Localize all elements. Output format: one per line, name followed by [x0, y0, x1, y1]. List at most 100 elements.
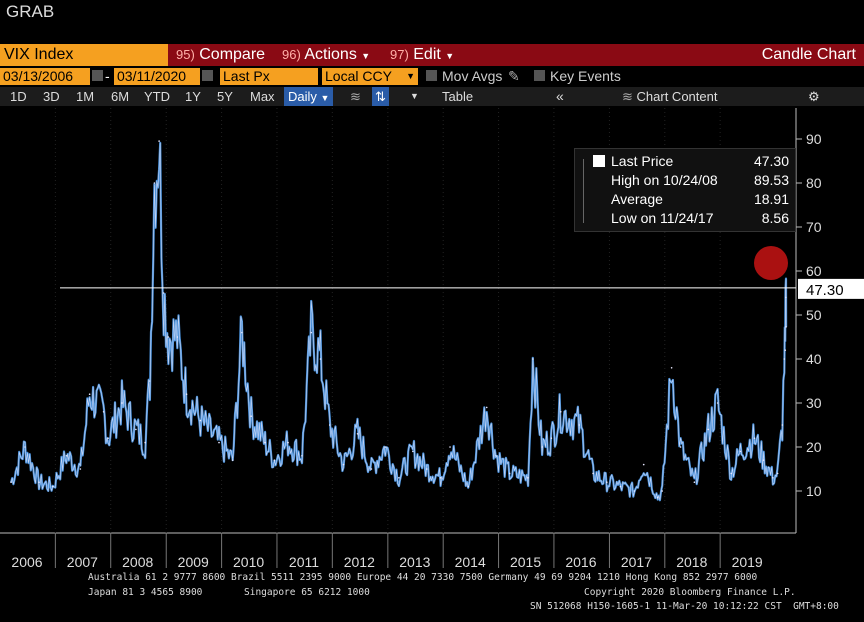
period-1d[interactable]: 1D — [10, 89, 27, 104]
ticker-field[interactable]: VIX Index — [0, 44, 168, 66]
last-price-tag-label: 47.30 — [806, 282, 844, 299]
x-tick-label: 2017 — [621, 554, 652, 570]
legend-swatch — [593, 155, 605, 167]
y-tick-label: 60 — [806, 263, 822, 279]
settings-gear-icon[interactable]: ⚙ — [808, 89, 820, 104]
data-point — [176, 336, 179, 338]
line-chart-icon[interactable]: ≋ — [350, 89, 361, 104]
data-point — [550, 437, 553, 440]
actions-label: Actions — [304, 46, 357, 63]
start-date-field[interactable]: 03/13/2006 — [0, 68, 90, 85]
data-point — [250, 415, 252, 418]
data-point — [65, 455, 68, 457]
field-selector[interactable]: Last Px — [220, 68, 318, 85]
period-6m[interactable]: 6M — [111, 89, 130, 104]
footer-session-info: SN 512068 H150-1605-1 11-Mar-20 10:12:22… — [530, 601, 839, 612]
actions-menu[interactable]: 96) Actions ▼ — [282, 44, 370, 66]
data-point — [384, 446, 387, 448]
period-3d[interactable]: 3D — [43, 89, 60, 104]
mov-avgs-edit-icon[interactable]: ✎ — [508, 68, 520, 84]
data-point — [10, 481, 12, 484]
data-point — [264, 441, 266, 444]
data-point — [342, 463, 345, 466]
key-events-label: Key Events — [550, 68, 621, 84]
end-calendar-icon[interactable] — [202, 70, 213, 81]
y-tick-label: 40 — [806, 351, 822, 367]
command-bar: VIX Index 95) Compare 96) Actions ▼ 97) … — [0, 44, 864, 66]
edit-menu[interactable]: 97) Edit ▼ — [390, 44, 454, 66]
y-tick-label: 30 — [806, 395, 822, 411]
data-point — [231, 459, 234, 462]
edit-label: Edit — [413, 46, 441, 63]
key-events-checkbox[interactable] — [534, 70, 545, 81]
data-point — [199, 419, 202, 422]
actions-dropdown-icon: ▼ — [361, 51, 371, 61]
collapse-icon[interactable]: « — [556, 88, 564, 104]
y-tick-label: 70 — [806, 219, 822, 235]
x-tick-label: 2014 — [455, 554, 486, 570]
legend-average-value: 18.91 — [753, 191, 789, 207]
data-point — [578, 424, 580, 426]
data-point — [633, 490, 636, 492]
compare-menu[interactable]: 95) Compare — [176, 44, 265, 66]
y-tick-label: 20 — [806, 439, 822, 455]
last-price-tag — [798, 278, 864, 299]
currency-selector[interactable]: Local CCY ▼ — [322, 68, 418, 85]
x-tick-label: 2009 — [178, 554, 209, 570]
table-button[interactable]: Table — [442, 89, 474, 104]
period-max[interactable]: Max — [250, 89, 275, 104]
data-point — [693, 481, 696, 484]
data-point — [449, 446, 451, 448]
x-tick-label: 2007 — [67, 554, 98, 570]
legend-high-label: High on 10/24/08 — [611, 172, 718, 188]
period-ytd[interactable]: YTD — [144, 89, 170, 104]
vix-series-highlight — [10, 142, 787, 501]
data-point — [412, 450, 414, 453]
data-point — [24, 446, 26, 448]
frequency-selector[interactable]: Daily ▼ — [284, 87, 334, 106]
data-point — [716, 402, 719, 404]
footer-contacts-line: Australia 61 2 9777 8600 Brazil 5511 239… — [88, 572, 758, 583]
legend-average: Average 18.91 — [611, 191, 791, 207]
data-point — [467, 485, 470, 488]
x-tick-label: 2006 — [11, 554, 42, 570]
data-point — [619, 485, 622, 488]
data-point — [144, 441, 146, 444]
data-point — [559, 411, 562, 413]
chart-type-label[interactable]: Candle Chart — [761, 46, 856, 63]
data-point — [319, 358, 322, 360]
start-calendar-icon[interactable] — [92, 70, 103, 81]
y-tick-label: 10 — [806, 483, 822, 499]
data-point — [38, 481, 40, 484]
x-tick-label: 2008 — [122, 554, 153, 570]
data-point — [656, 496, 659, 499]
date-range-bar: 03/13/2006 - 03/11/2020 Last Px Local CC… — [0, 67, 864, 86]
period-5y[interactable]: 5Y — [217, 89, 233, 104]
period-toolbar: 1D 3D 1M 6M YTD 1Y 5Y Max Daily ▼ ≋ ⇅ ▼ … — [0, 87, 864, 106]
data-point — [241, 331, 243, 334]
period-1y[interactable]: 1Y — [185, 89, 201, 104]
highlight-marker — [754, 246, 788, 280]
x-tick-label: 2019 — [732, 554, 763, 570]
data-point — [781, 424, 784, 426]
compare-label: Compare — [199, 46, 266, 63]
data-point — [162, 292, 165, 294]
data-point — [495, 455, 497, 457]
legend-high: High on 10/24/08 89.53 — [611, 172, 791, 188]
data-point — [185, 393, 188, 396]
chart-legend: Last Price 47.30 High on 10/24/08 89.53 … — [574, 148, 796, 232]
chart-mode-dropdown-icon[interactable]: ▼ — [410, 91, 419, 101]
chart-mode-icon[interactable]: ⇅ — [372, 87, 389, 106]
currency-dropdown-icon: ▼ — [406, 71, 415, 81]
data-point — [218, 441, 220, 444]
data-point — [541, 446, 543, 448]
footer-copyright: Copyright 2020 Bloomberg Finance L.P. — [584, 587, 796, 598]
period-1m[interactable]: 1M — [76, 89, 95, 104]
data-point — [121, 402, 123, 404]
data-point — [149, 380, 151, 382]
data-point — [707, 428, 710, 431]
chart-content-button[interactable]: ≋ Chart Content — [622, 87, 717, 106]
mov-avgs-checkbox[interactable] — [426, 70, 437, 81]
end-date-field[interactable]: 03/11/2020 — [114, 68, 200, 85]
frequency-label: Daily — [288, 89, 317, 104]
